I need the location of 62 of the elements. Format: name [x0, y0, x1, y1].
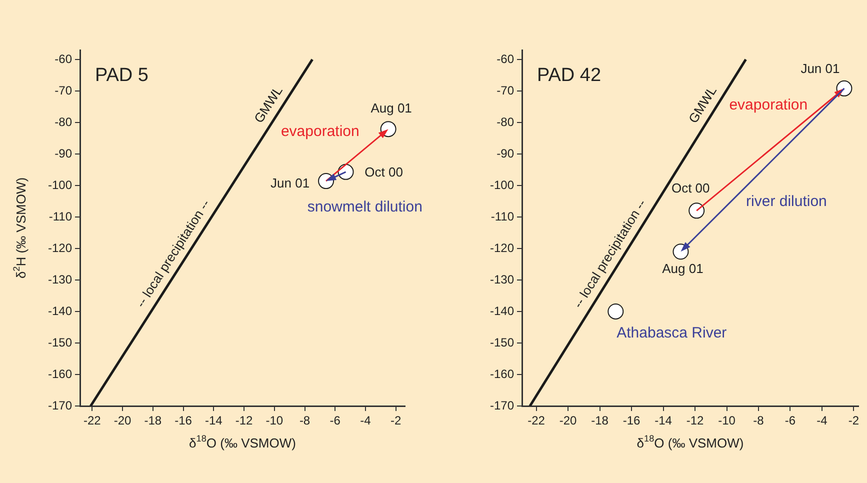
annotation: Oct 00	[671, 180, 710, 196]
x-tick-label: -14	[204, 414, 223, 428]
y-tick-label: -70	[54, 83, 72, 98]
x-tick-label: -10	[266, 414, 284, 428]
y-tick-label: -110	[490, 209, 514, 224]
y-tick-label: -160	[48, 366, 72, 381]
annotation: Jun 01	[800, 61, 840, 76]
annotation: Aug 01	[662, 261, 704, 276]
x-tick-label: -22	[83, 414, 102, 428]
point	[688, 202, 705, 219]
text: PAD 5	[95, 65, 149, 86]
x-tick-label: -12	[235, 414, 254, 428]
y-tick-label: -110	[48, 209, 72, 224]
y-tick-label: -90	[496, 146, 514, 160]
x-tick-label: -2	[848, 414, 860, 428]
y-tick-label: -70	[496, 83, 514, 98]
y-tick-label: -170	[490, 398, 514, 412]
y-tick-label: -60	[54, 52, 72, 66]
y-tick-label: -60	[496, 52, 514, 66]
y-tick-label: -140	[48, 304, 72, 318]
x-tick-label: -4	[816, 414, 828, 428]
y-tick-label: -120	[490, 240, 514, 255]
annotation: river dilution	[746, 193, 827, 210]
y-tick-label: -130	[490, 272, 514, 286]
y-tick-label: -150	[48, 335, 72, 350]
annotation: snowmelt dilution	[307, 198, 422, 216]
x-tick-label: -8	[753, 414, 764, 428]
x-tick-label: -2	[390, 414, 402, 428]
text: PAD 42	[537, 65, 602, 86]
x-tick-label: -6	[784, 414, 796, 428]
x-tick-label: -18	[591, 414, 609, 428]
x-tick-label: -14	[654, 414, 672, 428]
x-tick-label: -20	[559, 414, 578, 428]
x-tick-label: -20	[114, 414, 132, 428]
y-tick-label: -120	[48, 240, 72, 255]
annotation: Oct 00	[364, 164, 403, 180]
y-tick-label: -100	[490, 178, 514, 192]
point	[608, 303, 624, 320]
y-tick-label: -100	[48, 178, 72, 192]
x-tick-label: -8	[299, 414, 310, 428]
y-tick-label: -170	[48, 398, 72, 412]
y-axis-title: δ2H (‰ VSMOW)	[11, 177, 29, 279]
y-tick-label: -130	[48, 272, 72, 286]
y-tick-label: -80	[54, 114, 72, 129]
annotation: Athabasca River	[616, 324, 727, 342]
y-tick-label: -80	[496, 114, 514, 129]
annotation: Aug 01	[370, 100, 412, 116]
x-tick-label: -6	[330, 414, 341, 428]
x-tick-label: -10	[718, 414, 736, 428]
x-tick-label: -18	[144, 414, 162, 428]
x-tick-label: -22	[528, 414, 546, 428]
y-tick-label: -140	[490, 304, 514, 318]
y-tick-label: -90	[54, 146, 72, 160]
x-tick-label: -16	[622, 414, 641, 428]
x-tick-label: -16	[174, 414, 192, 428]
y-tick-label: -160	[490, 366, 514, 381]
x-tick-label: -4	[360, 414, 372, 428]
annotation: evaporation	[280, 123, 360, 140]
x-tick-label: -12	[686, 414, 704, 428]
annotation: evaporation	[729, 96, 808, 114]
annotation: Jun 01	[270, 176, 310, 191]
y-tick-label: -150	[490, 335, 514, 350]
